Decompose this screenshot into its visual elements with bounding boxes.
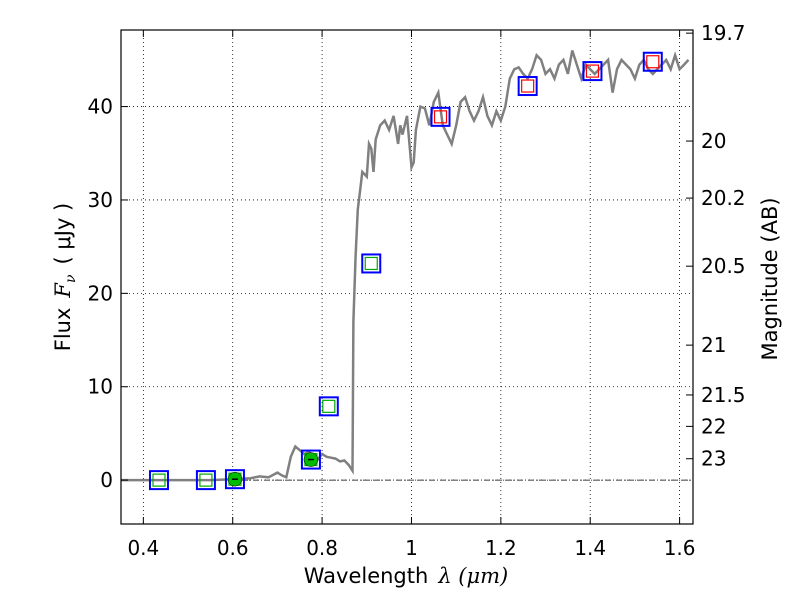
magnitude-axis-title: Magnitude (AB) [758,197,782,360]
y-tick-label: 40 [88,95,113,119]
model-flux-marker [646,55,660,69]
y-tick-label: 20 [88,281,113,305]
observed-flux-marker [361,253,382,274]
observed-flux-marker [300,449,321,470]
y-tick-label: 10 [88,375,113,399]
model-flux-marker [322,399,336,413]
model-flux-marker [521,79,535,93]
phot-0.54 [195,470,216,491]
phot-0.77 [300,449,321,470]
magnitude-tick-label: 20.5 [701,254,746,278]
magnitude-tick-label: 19.7 [701,21,746,45]
magnitude-axis-ticks: 19.7 20 20.2 20.5 21 21.5 22 23 [686,21,746,471]
phot-1.41 [582,61,603,82]
plot-background [121,30,693,524]
model-flux-marker [364,256,378,271]
y-tick-label: 0 [100,468,113,492]
y-axis-ticks: 0 10 20 30 40 [88,95,128,492]
magnitude-tick-label: 21 [701,333,726,357]
magnitude-tick-label: 23 [701,447,726,471]
x-tick-label: 1 [405,536,418,560]
model-flux-marker [585,64,600,78]
x-tick-label: 0.4 [127,536,159,560]
phot-0.91 [361,253,382,274]
x-tick-label: 1.4 [574,536,606,560]
x-axis-title: Wavelength λ (μm) [304,564,509,588]
observed-flux-marker [430,106,451,127]
observed-flux-marker [318,396,339,417]
phot-1.06 [430,106,451,127]
phot-0.44 [148,470,169,491]
observed-flux-marker [148,470,169,491]
x-tick-label: 1.6 [664,536,696,560]
model-flux-marker [152,473,166,487]
magnitude-tick-label: 22 [701,414,726,438]
observed-flux-marker [642,51,663,72]
x-tick-label: 1.2 [485,536,517,560]
y-axis-title: FluxFν( μJy ) [51,203,79,351]
x-tick-label: 0.6 [217,536,249,560]
observed-flux-marker [582,61,603,82]
phot-1.54 [642,51,663,72]
magnitude-tick-label: 20.2 [701,186,746,210]
observed-flux-marker [195,470,216,491]
spectrum-line [121,50,690,482]
plot-frame [120,29,694,525]
observed-flux-marker [224,469,245,490]
observed-flux-marker [517,76,538,97]
model-flux-marker [433,110,448,124]
magnitude-tick-label: 20 [701,129,726,153]
photometry-points [148,51,663,491]
phot-0.60 [224,469,245,490]
x-axis-ticks: 0.4 0.6 0.8 1 1.2 1.4 1.6 [127,30,696,560]
model-flux-marker [199,473,213,487]
x-tick-label: 0.8 [306,536,338,560]
magnitude-tick-label: 21.5 [701,383,746,407]
phot-1.26 [517,76,538,97]
y-tick-label: 30 [88,188,113,212]
phot-0.81 [318,396,339,417]
